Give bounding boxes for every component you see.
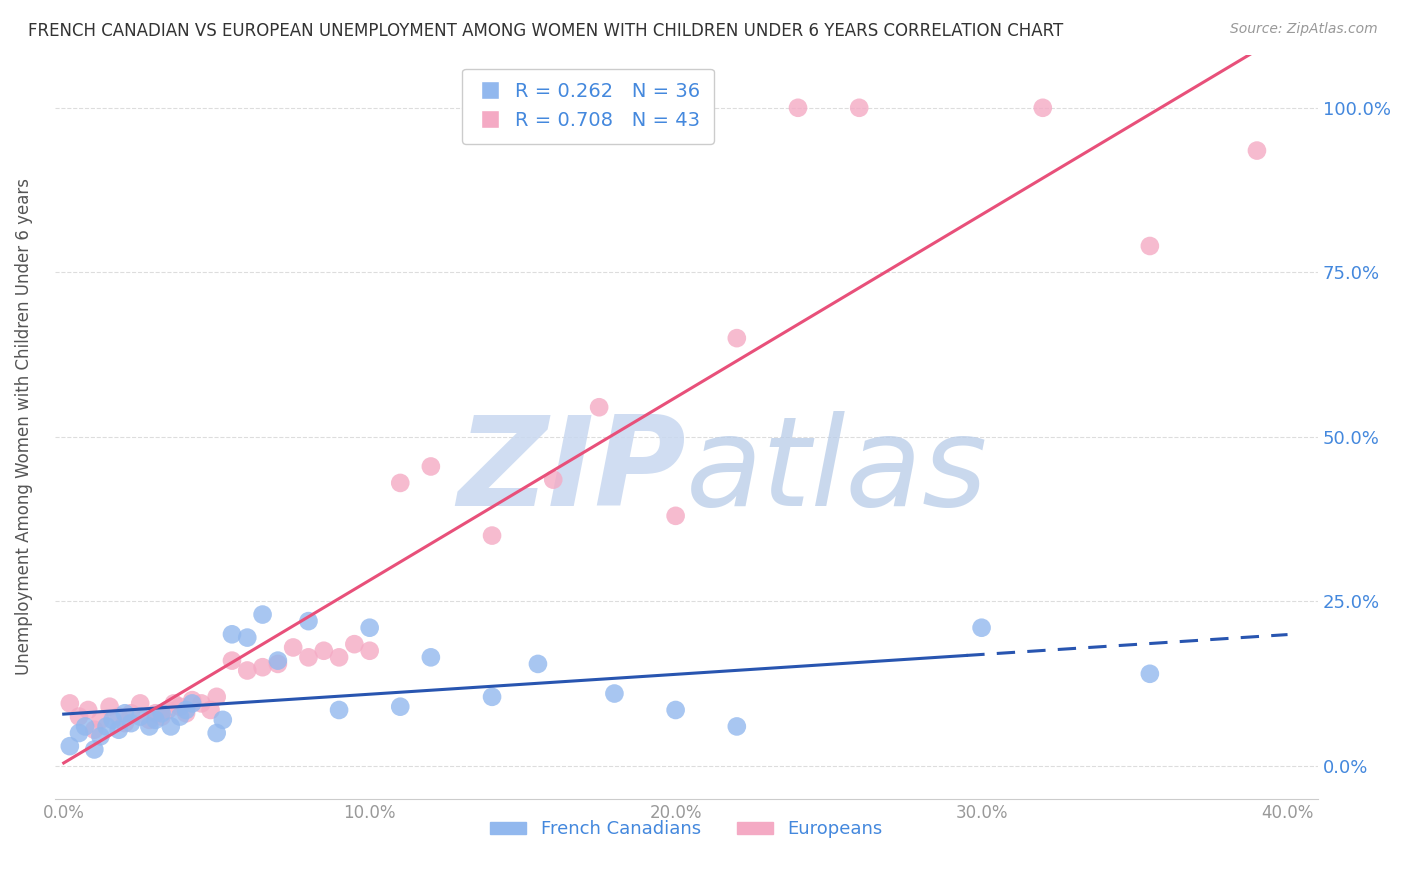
Point [174,703,197,717]
Text: ZIP: ZIP [457,411,686,533]
Point [169,709,191,723]
Point [970,621,993,635]
Point [67,709,90,723]
Point [174,706,197,721]
Point [169,699,191,714]
Point [181,697,204,711]
Point [787,101,810,115]
Point [98,699,121,714]
Point [359,644,381,658]
Point [328,650,350,665]
Point [101,713,124,727]
Point [419,459,441,474]
Point [389,475,412,490]
Point [725,719,748,733]
Point [221,627,243,641]
Text: Source: ZipAtlas.com: Source: ZipAtlas.com [1230,22,1378,37]
Point [848,101,870,115]
Point [312,644,335,658]
Legend: French Canadians, Europeans: French Canadians, Europeans [482,814,890,846]
Point [145,713,167,727]
Point [156,703,179,717]
Point [725,331,748,345]
Point [107,709,129,723]
Point [1139,666,1161,681]
Point [283,640,305,655]
Point [1139,239,1161,253]
Point [252,607,274,622]
Point [138,719,160,733]
Point [83,723,105,737]
Point [665,703,688,717]
Point [541,473,564,487]
Point [89,729,111,743]
Point [114,706,136,721]
Point [83,742,105,756]
Point [359,621,381,635]
Point [205,690,228,704]
Point [190,697,212,711]
Point [588,401,610,415]
Point [267,654,290,668]
Point [181,693,204,707]
Point [150,706,173,721]
Text: FRENCH CANADIAN VS EUROPEAN UNEMPLOYMENT AMONG WOMEN WITH CHILDREN UNDER 6 YEARS: FRENCH CANADIAN VS EUROPEAN UNEMPLOYMENT… [28,22,1063,40]
Point [211,713,233,727]
Point [236,664,259,678]
Point [59,697,82,711]
Point [200,703,222,717]
Point [114,716,136,731]
Point [96,719,118,733]
Point [267,657,290,671]
Point [138,713,160,727]
Point [89,713,111,727]
Y-axis label: Unemployment Among Women with Children Under 6 years: Unemployment Among Women with Children U… [15,178,32,675]
Point [1032,101,1054,115]
Point [120,716,142,731]
Point [107,723,129,737]
Point [75,719,97,733]
Point [163,697,186,711]
Point [159,719,181,733]
Point [527,657,550,671]
Point [150,709,173,723]
Point [419,650,441,665]
Point [236,631,259,645]
Point [481,528,503,542]
Point [603,687,626,701]
Point [1246,144,1268,158]
Point [205,726,228,740]
Point [343,637,366,651]
Point [297,614,319,628]
Point [67,726,90,740]
Point [77,703,100,717]
Point [665,508,688,523]
Point [145,706,167,721]
Point [129,709,152,723]
Point [481,690,503,704]
Point [129,697,152,711]
Point [328,703,350,717]
Point [297,650,319,665]
Point [221,654,243,668]
Point [120,706,142,721]
Point [389,699,412,714]
Point [252,660,274,674]
Point [59,739,82,754]
Text: atlas: atlas [686,411,988,533]
